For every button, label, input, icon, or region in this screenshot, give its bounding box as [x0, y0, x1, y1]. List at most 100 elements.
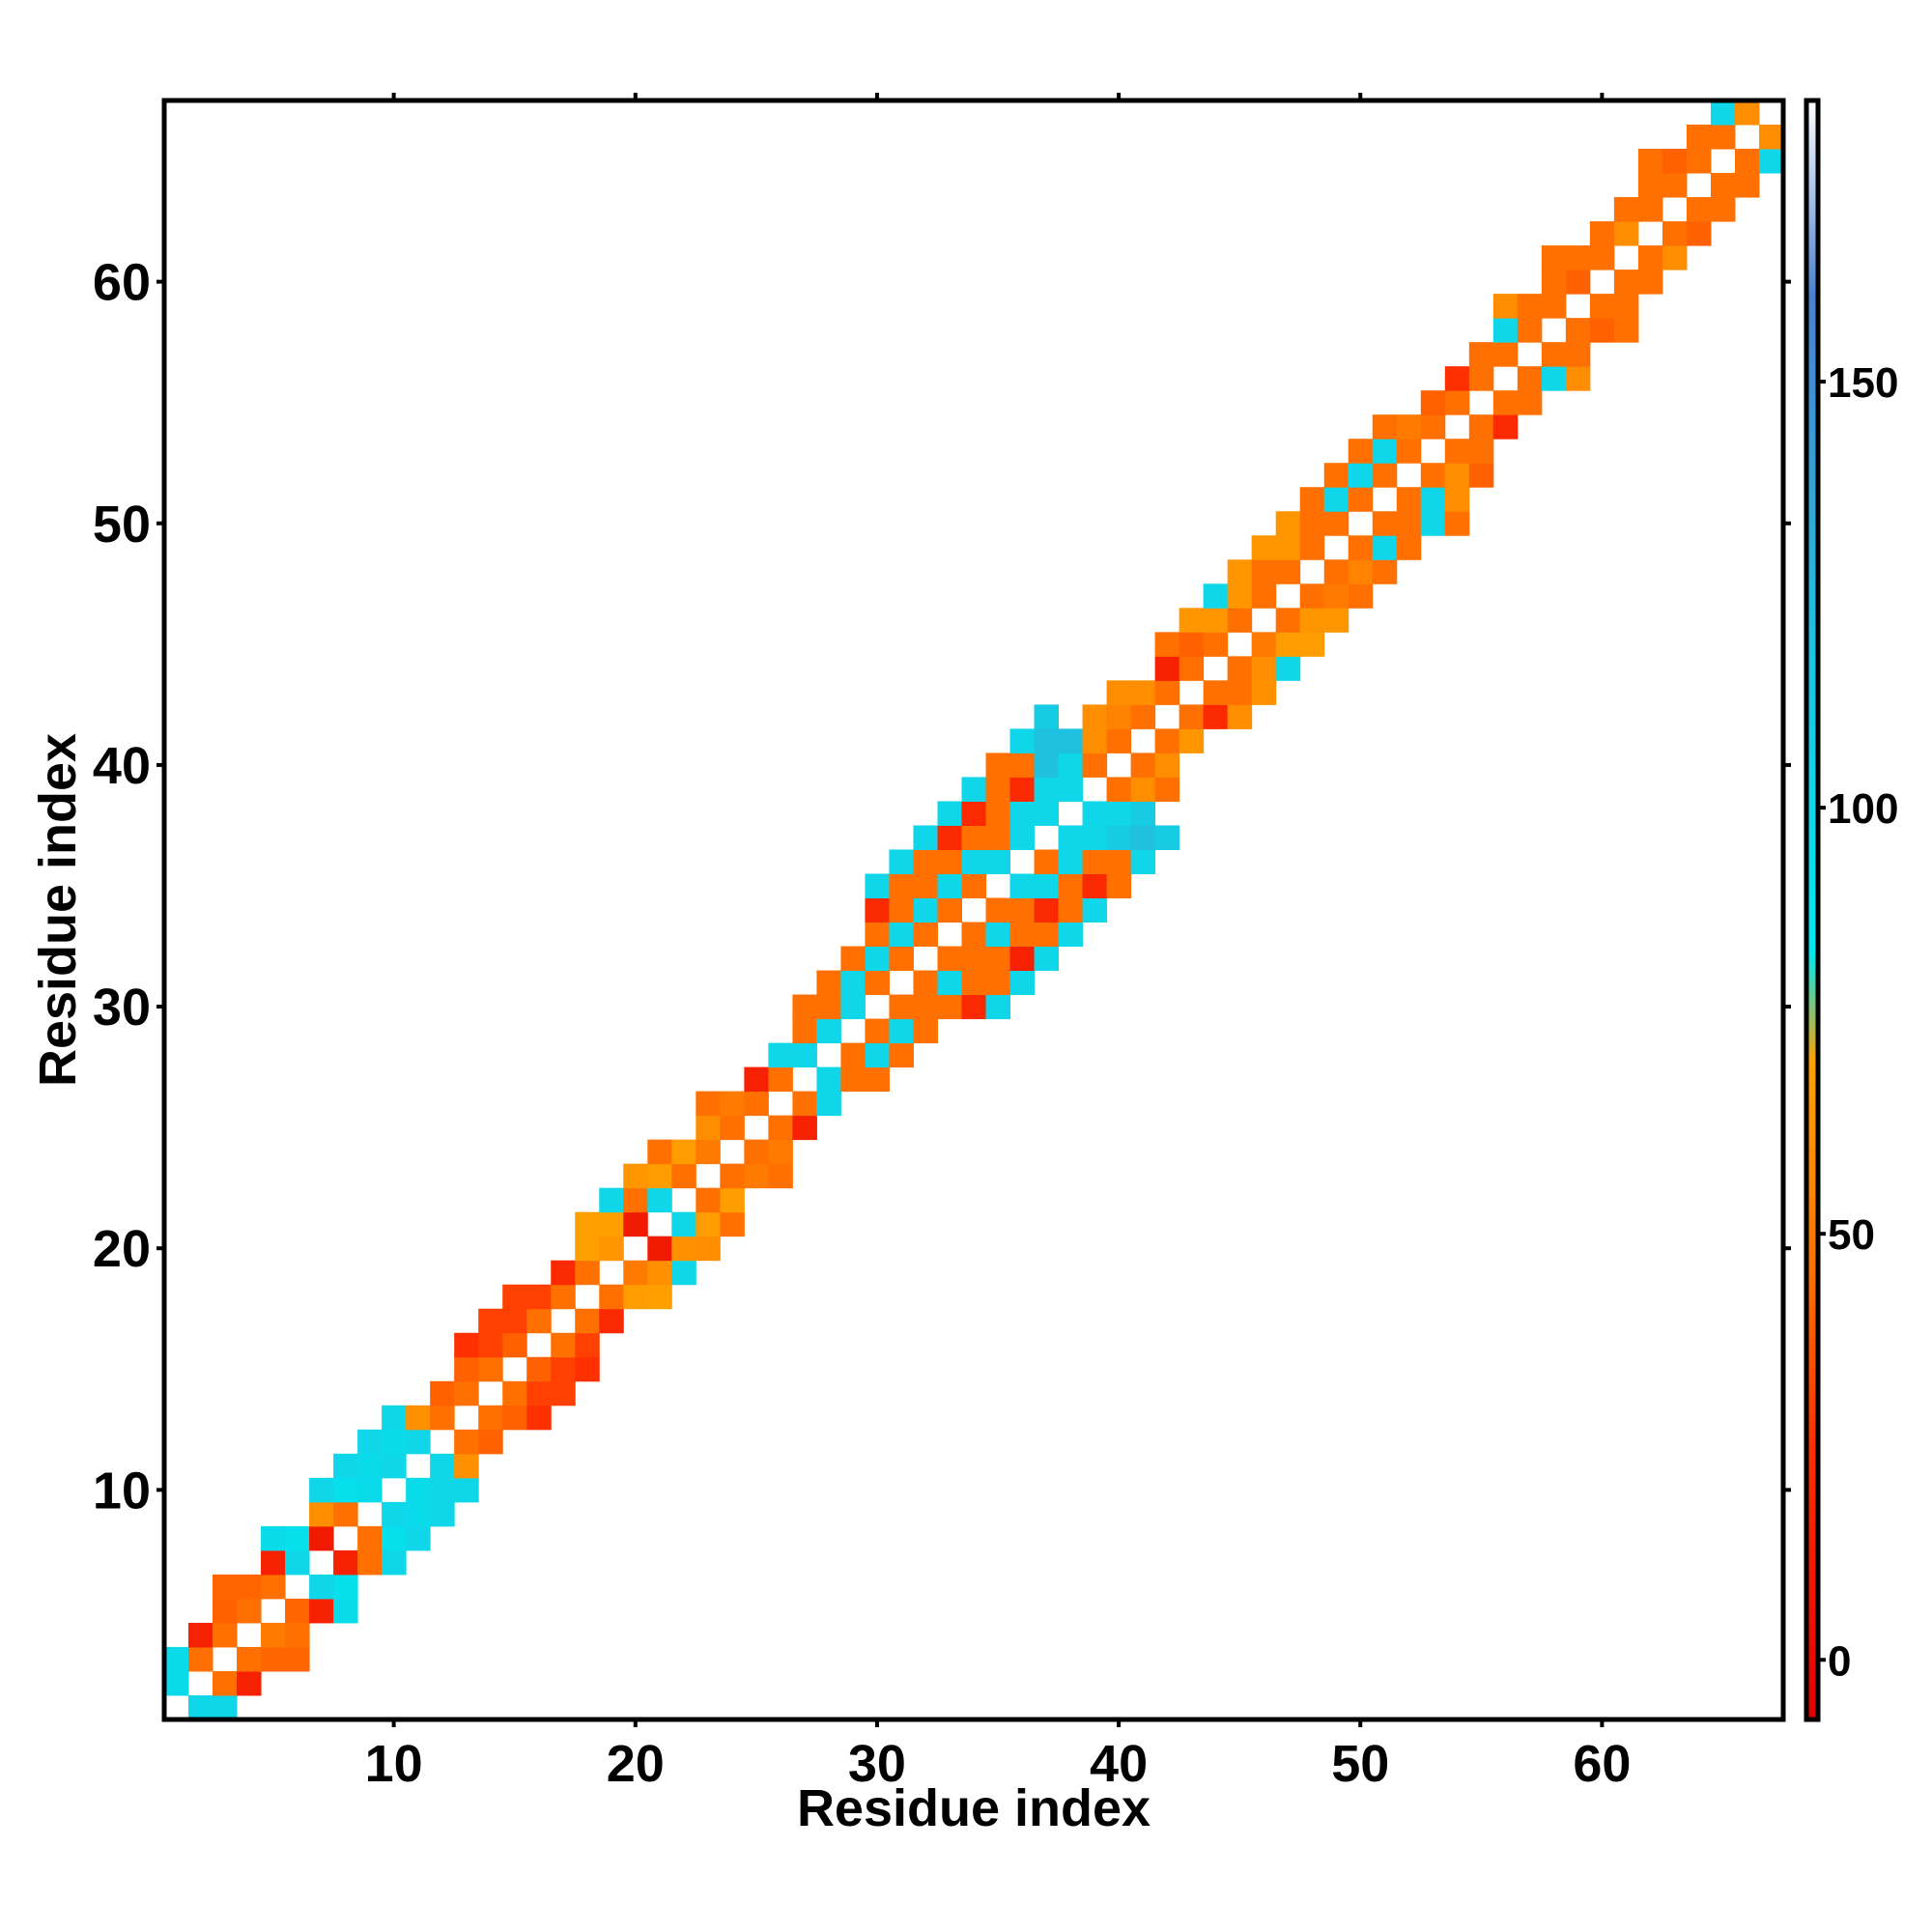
heatmap-cell	[985, 970, 1011, 996]
heatmap-cell	[1372, 414, 1398, 440]
heatmap-cell	[1348, 583, 1374, 609]
heatmap-cell	[1541, 366, 1567, 391]
heatmap-cell	[1468, 414, 1494, 440]
heatmap-cell	[1492, 342, 1519, 367]
heatmap-cell	[816, 970, 841, 996]
heatmap-cell	[647, 1187, 672, 1213]
heatmap-cell	[1565, 270, 1591, 295]
heatmap-cell	[1348, 535, 1374, 560]
heatmap-cell	[840, 1066, 866, 1093]
heatmap-cell	[1541, 294, 1567, 319]
heatmap-cell	[816, 1091, 841, 1117]
x-axis-title: Residue index	[797, 1779, 1151, 1837]
heatmap-cell	[937, 897, 962, 923]
heatmap-cell	[1686, 125, 1712, 150]
heatmap-cell	[865, 1066, 890, 1093]
heatmap-cell	[599, 1187, 624, 1213]
heatmap-cell	[454, 1380, 479, 1406]
x-tick-label: 60	[1573, 1735, 1631, 1793]
heatmap-cell	[1034, 753, 1060, 778]
heatmap-cell	[526, 1356, 552, 1382]
heatmap-cell	[1662, 221, 1688, 246]
heatmap-cell	[816, 1018, 841, 1044]
heatmap-cell	[865, 946, 890, 972]
heatmap-cell	[865, 1042, 890, 1068]
heatmap-cell	[599, 1211, 624, 1237]
heatmap-cell	[1179, 656, 1205, 681]
heatmap-cell	[599, 1308, 624, 1334]
heatmap-cell	[889, 1042, 914, 1068]
heatmap-cell	[1299, 511, 1325, 536]
heatmap-cell	[1082, 753, 1108, 778]
heatmap-cell	[1034, 946, 1060, 972]
heatmap-cell	[1130, 849, 1156, 874]
heatmap-cell	[1154, 825, 1180, 850]
heatmap-cell	[1058, 897, 1084, 923]
y-axis-title: Residue index	[29, 733, 87, 1087]
heatmap-cell	[1420, 390, 1446, 415]
heatmap-cell	[1009, 922, 1036, 948]
heatmap-cell	[1179, 728, 1205, 753]
heatmap-cell	[1009, 753, 1036, 778]
heatmap-cell	[696, 1091, 721, 1117]
heatmap-cell	[1348, 487, 1374, 512]
heatmap-cell	[671, 1139, 696, 1165]
heatmap-cell	[696, 1236, 721, 1262]
heatmap-cell	[309, 1574, 334, 1600]
y-axis: 10 20 30 40 50 60	[93, 254, 1791, 1520]
heatmap-cell	[478, 1405, 503, 1431]
heatmap-cell	[889, 946, 914, 972]
heatmap-cell	[1734, 100, 1760, 126]
heatmap-cell	[237, 1670, 262, 1696]
heatmap-cell	[406, 1477, 431, 1503]
heatmap-cell	[985, 777, 1011, 802]
heatmap-cell	[551, 1332, 576, 1358]
heatmap-cell	[985, 801, 1011, 826]
heatmap-cell	[502, 1405, 527, 1431]
heatmap-cell	[889, 1018, 914, 1044]
heatmap-cell	[840, 1042, 866, 1068]
heatmap-cell	[1034, 704, 1060, 729]
heatmap-cell	[985, 753, 1011, 778]
heatmap-cell	[1179, 608, 1205, 633]
heatmap-cell	[1106, 777, 1132, 802]
heatmap-cell	[1034, 849, 1060, 874]
heatmap-cell	[623, 1163, 648, 1189]
heatmap-cell	[1348, 439, 1374, 464]
heatmap-cell	[889, 994, 914, 1020]
heatmap-cell	[430, 1453, 455, 1479]
heatmap-cell	[913, 897, 938, 923]
heatmap-cell	[961, 849, 986, 874]
heatmap-cell	[720, 1163, 745, 1189]
heatmap-cell	[285, 1646, 310, 1672]
heatmap-cell	[1348, 559, 1374, 584]
heatmap-cell	[237, 1646, 262, 1672]
heatmap-cell	[1396, 439, 1422, 464]
heatmap-cell	[1275, 535, 1301, 560]
heatmap-cell	[840, 970, 866, 996]
heatmap-cell	[1154, 680, 1180, 705]
heatmap-cell	[1492, 294, 1519, 319]
heatmap-cell	[382, 1501, 407, 1527]
heatmap-cell	[213, 1622, 238, 1648]
heatmap-cell	[430, 1477, 455, 1503]
heatmap-cell	[1130, 704, 1156, 729]
heatmap-cell	[744, 1091, 769, 1117]
colorbar	[1804, 98, 1821, 1722]
heatmap-cell	[1589, 245, 1615, 270]
heatmap-cell	[647, 1139, 672, 1165]
heatmap-cell	[575, 1356, 600, 1382]
heatmap-cell	[1082, 825, 1108, 850]
x-tick-label: 40	[1090, 1735, 1148, 1793]
heatmap-cell	[1323, 583, 1350, 609]
heatmap-cell	[357, 1525, 383, 1551]
heatmap-cell	[768, 1115, 793, 1141]
heatmap-cell	[1710, 173, 1736, 198]
heatmap-cell	[1710, 197, 1736, 222]
heatmap-cell	[792, 1091, 817, 1117]
heatmap-cell	[1396, 511, 1422, 536]
heatmap-cell	[937, 801, 962, 826]
heatmap-cell	[478, 1356, 503, 1382]
heatmap-cell	[1106, 825, 1132, 850]
heatmap-cell	[696, 1211, 721, 1237]
